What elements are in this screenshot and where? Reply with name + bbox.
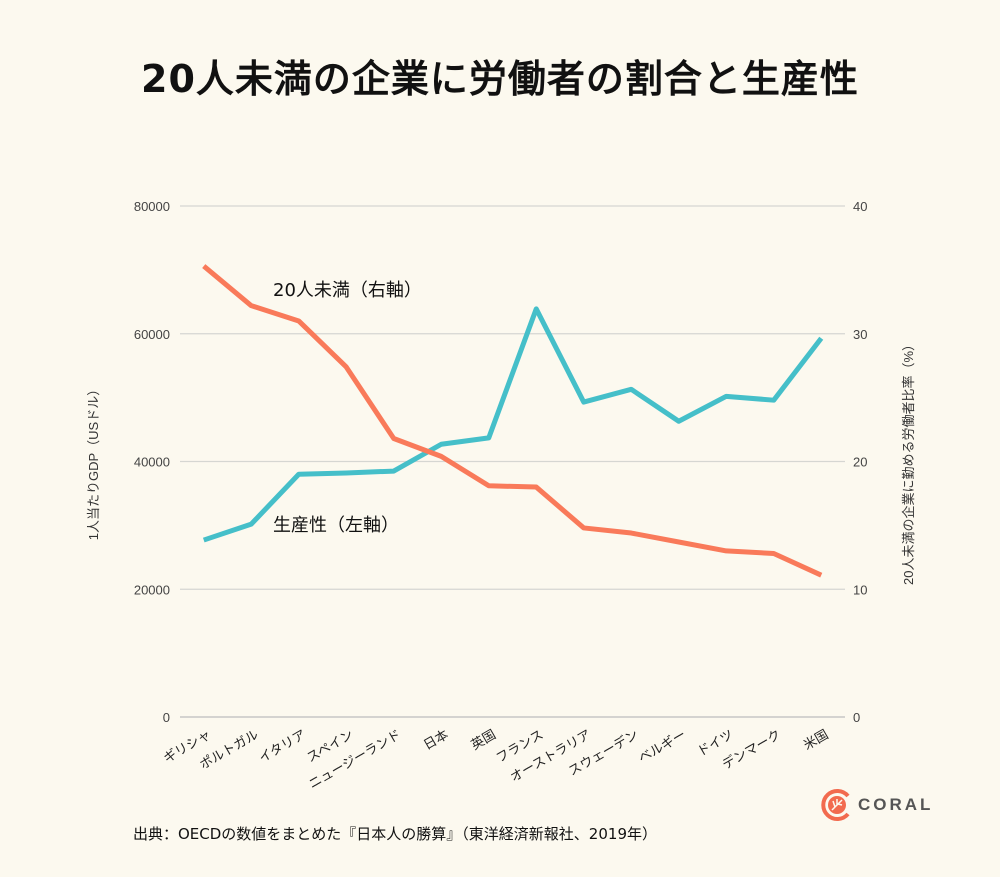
x-tick-label: ベルギー (636, 727, 689, 766)
series-label-left: 生産性（左軸） (273, 515, 399, 536)
y-left-axis-label: 1人当たりGDP（USドル） (86, 383, 101, 540)
series-line-left (202, 306, 824, 543)
series-line-right (202, 264, 823, 578)
y-left-tick-label: 80000 (134, 199, 170, 214)
x-tick-label: イタリア (257, 727, 309, 766)
y-left-tick-label: 0 (163, 710, 170, 725)
y-right-axis-label: 20人未満の企業に勤める労働者比率（%） (901, 338, 916, 585)
y-right-tick-label: 10 (853, 582, 867, 597)
x-tick-label: オーストラリア (508, 727, 594, 785)
y-right-tick-label: 0 (853, 710, 860, 725)
y-right-tick-label: 40 (853, 199, 867, 214)
chart-title: 20人未満の企業に労働者の割合と生産性 (141, 57, 859, 101)
coral-logo: CORAL (820, 788, 933, 822)
source-note: 出典：OECDの数値をまとめた『日本人の勝算』（東洋経済新報社、2019年） (133, 825, 657, 843)
y-right-tick-label: 20 (853, 455, 867, 470)
x-tick-label: 米国 (801, 727, 831, 753)
y-left-tick-label: 60000 (134, 327, 170, 342)
x-tick-label: 日本 (421, 727, 451, 753)
y-left-tick-label: 40000 (134, 455, 170, 470)
y-left-tick-label: 20000 (134, 582, 170, 597)
y-right-tick-label: 30 (853, 327, 867, 342)
logo-text: CORAL (858, 795, 934, 814)
series-label-right: 20人未満（右軸） (273, 280, 422, 301)
coral-icon (821, 789, 850, 821)
x-tick-label: 英国 (469, 727, 499, 753)
